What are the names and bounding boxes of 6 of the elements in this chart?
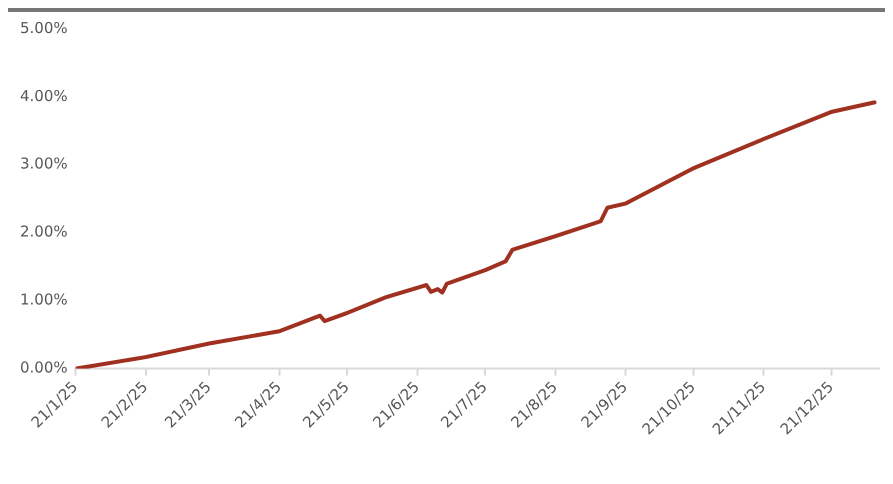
- y-tick-label: 1.00%: [20, 290, 68, 309]
- y-tick-label: 5.00%: [20, 18, 68, 37]
- y-tick-label: 4.00%: [20, 86, 68, 105]
- y-tick-label: 2.00%: [20, 222, 68, 241]
- y-tick-label: 0.00%: [20, 358, 68, 377]
- y-tick-label: 3.00%: [20, 154, 68, 173]
